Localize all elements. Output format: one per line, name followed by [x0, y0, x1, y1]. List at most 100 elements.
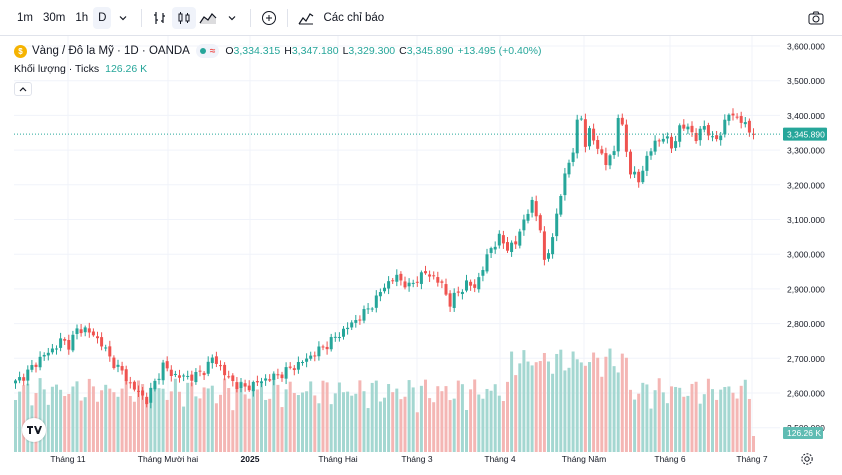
candle-body — [399, 273, 403, 281]
candle-body — [489, 248, 493, 253]
volume-bar — [210, 385, 214, 452]
volume-bar — [358, 380, 362, 452]
candle-body — [178, 375, 181, 378]
candle-body — [510, 242, 514, 253]
candle-body — [223, 364, 227, 376]
volume-bar — [374, 380, 378, 452]
volume-bar — [731, 392, 735, 452]
volume-label[interactable]: Khối lượng · Ticks — [14, 63, 100, 75]
volume-bar — [227, 388, 231, 452]
volume-bar — [264, 399, 268, 452]
candle-body — [391, 280, 395, 282]
volume-bar — [686, 395, 690, 452]
volume-bar — [510, 351, 514, 452]
candle-body — [206, 361, 210, 374]
volume-bar — [469, 389, 473, 452]
interval-1m-button[interactable]: 1m — [17, 11, 33, 24]
volume-bar — [161, 388, 165, 452]
candle-body — [698, 128, 702, 141]
price-chart[interactable]: 3,600.000 3,500.000 3,400.000 3,300.000 3,20… — [0, 36, 842, 475]
candle-body — [706, 125, 710, 136]
candle-body — [469, 281, 473, 286]
candle-body — [752, 133, 755, 135]
candle-body — [727, 114, 731, 121]
volume-bar — [493, 384, 497, 452]
candle-body — [329, 337, 333, 350]
candle-body — [272, 373, 276, 380]
volume-bar — [301, 392, 304, 452]
candle-body — [280, 374, 284, 379]
last-price-label-box — [783, 127, 827, 141]
candle-body — [575, 119, 579, 154]
volume-bar — [747, 398, 751, 452]
add-icon[interactable] — [257, 7, 281, 29]
volume-bar — [141, 384, 145, 452]
volume-bar — [604, 356, 608, 452]
indicators-button[interactable]: Các chỉ báo — [323, 11, 385, 24]
candle-body — [190, 374, 194, 381]
chevron-down-icon[interactable] — [111, 7, 135, 29]
toolbar-divider — [250, 8, 252, 27]
volume-bar — [588, 362, 591, 452]
camera-icon[interactable] — [806, 8, 826, 28]
candle-body — [362, 309, 366, 321]
volume-bar — [124, 379, 128, 452]
candle-body — [563, 173, 567, 196]
volume-bar — [325, 382, 329, 452]
collapse-legend-button[interactable] — [14, 82, 32, 96]
candle-body — [354, 320, 358, 323]
volume-bar — [711, 389, 714, 452]
area-chart-icon[interactable] — [196, 7, 220, 29]
volume-bar — [514, 375, 518, 452]
volume-bar — [112, 392, 116, 452]
candle-body — [50, 348, 54, 353]
market-open-dot-icon — [199, 48, 206, 54]
candle-body — [346, 327, 350, 330]
candle-body — [173, 373, 177, 375]
candle-body — [38, 356, 42, 368]
volume-bar — [428, 398, 432, 452]
settings-icon[interactable] — [800, 452, 814, 466]
interval-30m-button[interactable]: 30m — [42, 11, 66, 24]
volume-bar — [637, 393, 641, 452]
volume-bar — [157, 388, 161, 452]
candle-body — [522, 219, 526, 231]
volume-bar — [79, 400, 83, 452]
candle-body — [235, 382, 239, 390]
indicators-icon[interactable] — [294, 7, 318, 29]
candle-body — [674, 141, 678, 148]
interval-1h-button[interactable]: 1h — [75, 11, 89, 24]
candle-body — [395, 274, 399, 282]
candle-body — [378, 292, 382, 297]
candlestick-icon[interactable] — [172, 6, 197, 29]
candle-body — [440, 281, 444, 283]
market-status-pill[interactable]: ≈ — [195, 44, 220, 58]
symbol-title[interactable]: Vàng / Đô la Mỹ · 1D · OANDA — [32, 45, 190, 57]
volume-bar — [391, 392, 395, 452]
volume-bar — [96, 401, 99, 452]
candle-body — [661, 138, 665, 142]
volume-bar — [59, 389, 63, 452]
volume-bar — [329, 404, 333, 452]
volume-bar — [378, 401, 382, 452]
candle-body — [251, 381, 255, 392]
tradingview-logo[interactable] — [22, 418, 46, 442]
candle-body — [75, 328, 79, 334]
candle-body — [711, 136, 714, 138]
volume-row: Khối lượng · Ticks 126.26 K — [14, 60, 546, 78]
volume-bar — [452, 398, 456, 452]
volume-bar — [198, 398, 202, 452]
candle-body — [735, 116, 739, 118]
y-axis-tick-label: 2,800.000 — [787, 319, 825, 329]
volume-bar — [612, 366, 616, 452]
volume-bar — [551, 373, 555, 452]
volume-bar — [559, 349, 563, 452]
bar-replay-icon[interactable] — [148, 7, 172, 29]
candle-body — [497, 233, 501, 246]
y-axis-tick-label: 2,900.000 — [787, 284, 825, 294]
candle-body — [460, 291, 464, 295]
interval-d-button[interactable]: D — [93, 6, 112, 29]
volume-bar — [665, 403, 669, 452]
chevron-down-icon[interactable] — [220, 7, 244, 29]
volume-bar — [485, 388, 489, 452]
